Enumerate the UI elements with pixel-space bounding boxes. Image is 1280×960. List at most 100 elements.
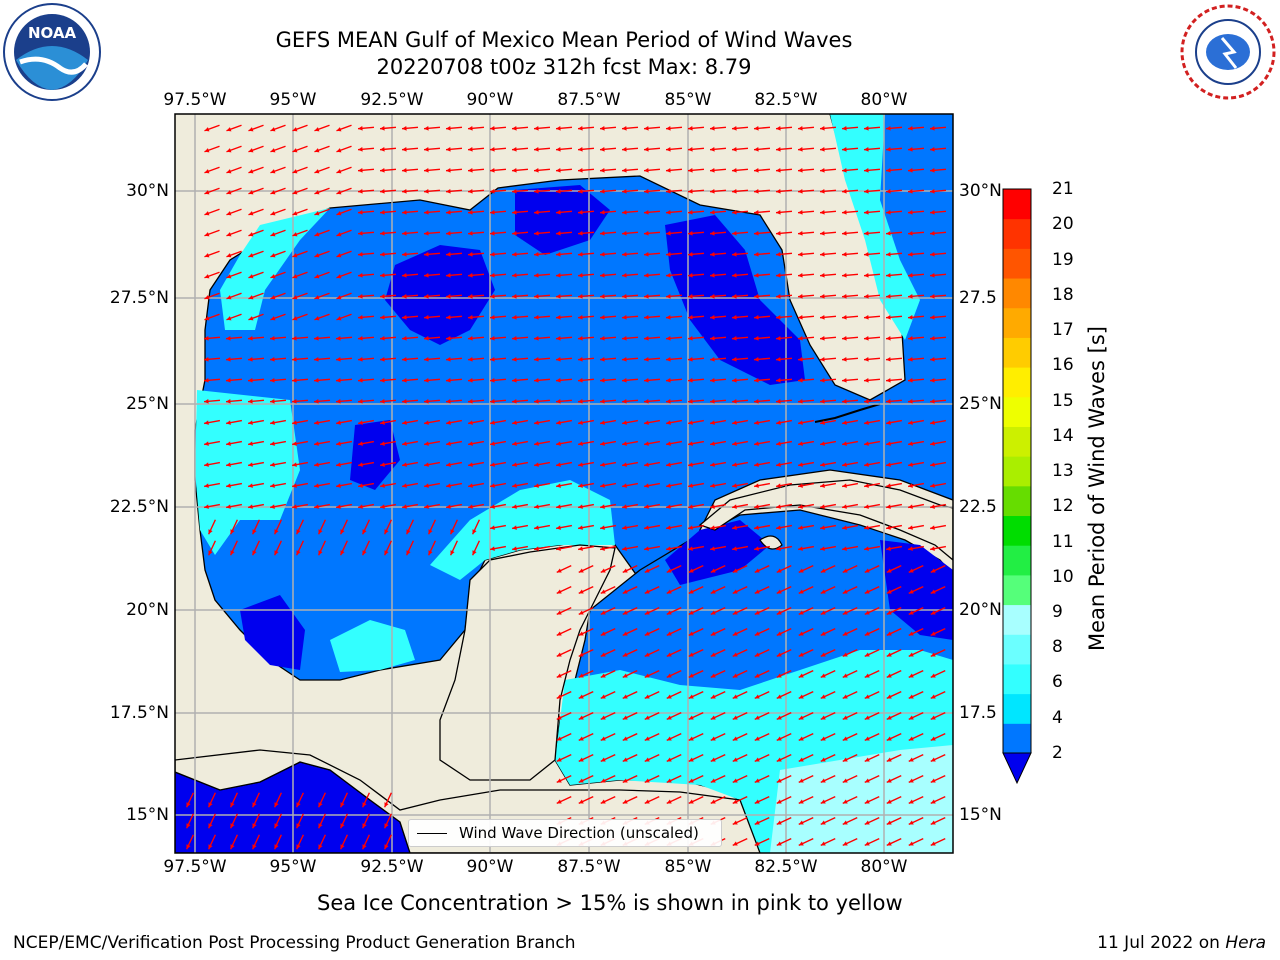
wind-arrow-head [864, 631, 870, 636]
wind-arrow-head [292, 357, 297, 362]
wind-arrow-head [864, 441, 869, 446]
wind-arrow-head [820, 841, 826, 846]
wind-arrow-head [424, 357, 429, 362]
wind-arrow-head [402, 168, 407, 173]
wind-arrow-head [666, 694, 672, 699]
wind-arrow-head [402, 357, 407, 362]
wind-arrow-head [644, 210, 649, 215]
wind-arrow-head [556, 652, 562, 657]
wind-arrow-head [336, 169, 342, 174]
wind-arrow-head [336, 253, 342, 258]
wind-arrow-head [798, 841, 804, 846]
wind-arrow-head [556, 252, 561, 257]
wind-arrow-head [842, 652, 848, 657]
wind-arrow-head [754, 483, 759, 488]
wind-arrow-head [776, 504, 781, 509]
wind-arrow-head [732, 294, 737, 299]
wind-arrow-head [446, 294, 451, 299]
colorbar-band [1003, 663, 1031, 695]
wind-arrow-head [644, 315, 649, 320]
wind-arrow-head [600, 147, 605, 152]
lon-tick-top: 90°W [466, 90, 514, 110]
wind-arrow-head [798, 568, 804, 573]
wind-arrow-head [732, 525, 737, 530]
lat-tick-left: 30°N [126, 181, 169, 201]
wind-arrow-head [688, 568, 694, 573]
wind-arrow-head [226, 483, 231, 488]
wind-arrow-head [534, 462, 539, 467]
wind-arrow-head [754, 231, 759, 236]
wind-arrow-head [908, 568, 914, 573]
wind-arrow-head [556, 399, 561, 404]
wind-arrow-head [204, 274, 210, 279]
wind-arrow-head [534, 168, 539, 173]
wind-arrow-head [270, 253, 276, 258]
wind-arrow-head [864, 399, 869, 404]
wind-arrow-head [644, 673, 650, 678]
low-period-patch [350, 420, 400, 490]
wind-arrow-head [512, 525, 517, 530]
wind-arrow-head [336, 420, 341, 425]
wind-arrow-head [622, 757, 628, 762]
wind-arrow-head [732, 441, 737, 446]
wind-arrow-head [864, 841, 870, 846]
wind-arrow-head [556, 315, 561, 320]
wind-arrow-head [688, 147, 693, 152]
wind-arrow-head [644, 799, 650, 804]
wind-arrow-head [820, 273, 825, 278]
wind-arrow-head [380, 399, 385, 404]
wind-arrow-head [446, 126, 451, 131]
wind-arrow-head [600, 168, 605, 173]
wind-arrow-head [446, 210, 451, 215]
wind-arrow-head [490, 504, 495, 509]
wind-arrow-head [600, 336, 605, 341]
wind-arrow-head [270, 148, 276, 153]
wind-arrow-head [644, 736, 650, 741]
wind-arrow-head [886, 589, 892, 594]
wind-arrow-head [798, 694, 804, 699]
wind-arrow-head [578, 504, 583, 509]
wind-arrow-head [468, 189, 473, 194]
wind-arrow-head [226, 336, 231, 341]
wind-arrow-head [556, 294, 561, 299]
wind-arrow-head [534, 147, 539, 152]
wind-arrow-head [886, 126, 891, 131]
wind-arrow-head [358, 357, 363, 362]
wind-arrow-head [644, 715, 650, 720]
wind-arrow-head [666, 589, 672, 594]
wind-arrow-head [230, 844, 235, 850]
wind-arrow-head [490, 546, 495, 551]
wind-arrow-head [666, 252, 671, 257]
wind-arrow-head [274, 844, 279, 850]
wind-arrow-head [886, 399, 891, 404]
wind-arrow-head [226, 378, 231, 383]
wind-arrow-head [754, 126, 759, 131]
wind-arrow-head [512, 147, 517, 152]
wind-arrow-head [644, 147, 649, 152]
colorbar-band [1003, 278, 1031, 309]
wind-arrow-head [556, 357, 561, 362]
wind-arrow-head [384, 802, 389, 808]
wind-arrow-head [930, 568, 936, 573]
wind-arrow-head [380, 336, 385, 341]
wind-arrow-head [468, 378, 473, 383]
wind-arrow-head [406, 550, 411, 556]
wind-arrow-head [688, 189, 693, 194]
wind-arrow-head [776, 546, 781, 551]
wind-arrow-head [490, 336, 495, 341]
colorbar-band [1003, 693, 1031, 724]
wind-arrow-head [908, 631, 914, 636]
wind-arrow-head [842, 736, 848, 741]
wind-arrow-head [512, 294, 517, 299]
wind-arrow-head [710, 778, 716, 783]
wind-arrow-head [358, 483, 363, 488]
lon-tick-bottom: 90°W [466, 857, 514, 877]
wind-arrow-head [204, 127, 210, 132]
wind-arrow-head [204, 316, 210, 321]
wind-arrow-head [314, 378, 319, 383]
wind-arrow-head [820, 715, 826, 720]
wind-arrow-head [930, 841, 936, 846]
wind-arrow-head [490, 147, 495, 152]
lat-tick-left: 15°N [126, 805, 169, 825]
lat-tick-right: 30°N [959, 181, 1002, 201]
